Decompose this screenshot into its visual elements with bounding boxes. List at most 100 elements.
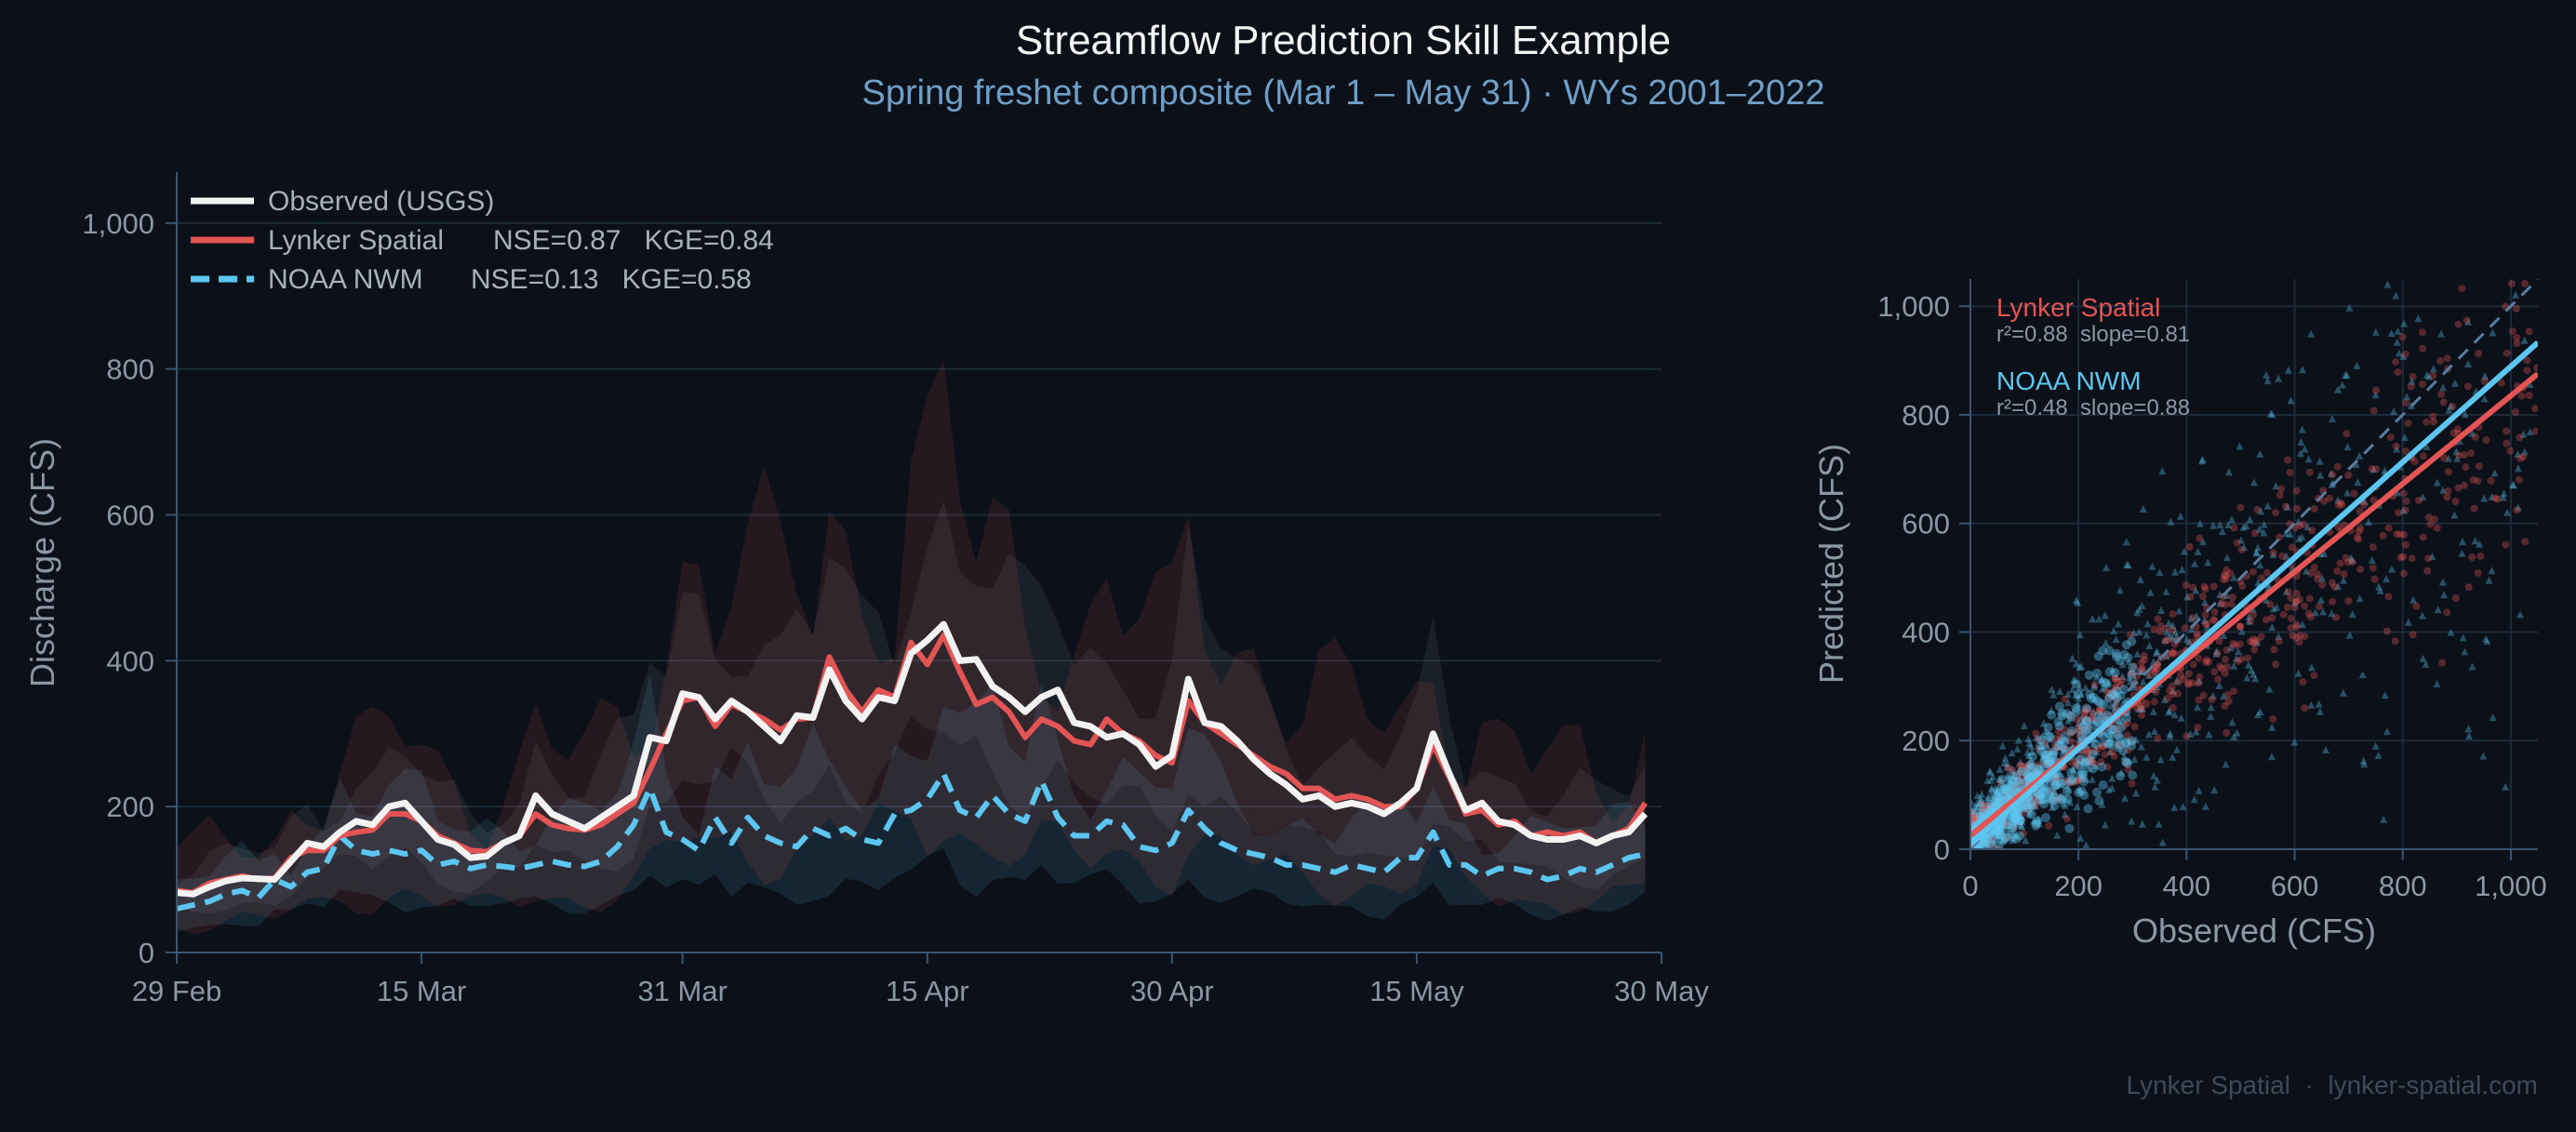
lynker-scatter-point	[2449, 429, 2458, 437]
nwm-scatter-point	[2287, 396, 2295, 405]
nwm-scatter-point	[2273, 603, 2281, 611]
nwm-scatter-point	[2455, 437, 2463, 446]
lynker-scatter-point	[2060, 744, 2068, 752]
nwm-scatter-point	[2479, 209, 2487, 217]
nwm-scatter-point	[2099, 699, 2109, 710]
lynker-scatter-point	[2177, 671, 2185, 679]
lynker-scatter-point	[2276, 491, 2284, 499]
nwm-scatter-point	[2049, 801, 2060, 811]
nwm-scatter-point	[2064, 716, 2072, 725]
nwm-scatter-point	[2488, 566, 2496, 575]
lynker-scatter-point	[2399, 531, 2408, 539]
nwm-scatter-point	[2026, 801, 2036, 811]
nwm-scatter-point	[2043, 750, 2053, 760]
nwm-scatter-point	[2027, 755, 2035, 764]
nwm-scatter-point	[2355, 269, 2362, 276]
nwm-scatter-point	[2328, 469, 2335, 477]
nwm-scatter-point	[2005, 789, 2015, 798]
nwm-scatter-point	[2023, 804, 2034, 814]
nwm-scatter-point	[2222, 760, 2230, 768]
nwm-scatter-point	[2228, 515, 2236, 524]
lynker-scatter-point	[2031, 767, 2039, 776]
nwm-scatter-point	[2383, 280, 2392, 288]
nwm-scatter-point	[2013, 819, 2023, 829]
nwm-scatter-point	[2421, 178, 2428, 185]
lynker-scatter-point	[2310, 505, 2318, 513]
nwm-scatter-point	[2371, 122, 2379, 129]
nwm-scatter-point	[2012, 779, 2021, 787]
nwm-scatter-point	[2128, 817, 2136, 825]
nwm-scatter-point	[1994, 826, 2004, 836]
nwm-scatter-point	[2220, 632, 2228, 639]
nwm-scatter-point	[1989, 836, 1997, 845]
nwm-scatter-point	[2490, 469, 2499, 477]
lynker-scatter-point	[2329, 597, 2337, 606]
nwm-scatter-point	[2077, 662, 2086, 671]
nwm-scatter-point	[1977, 798, 1985, 806]
lynker-scatter-point	[2343, 558, 2352, 566]
lynker-scatter-point	[1990, 803, 1998, 811]
nwm-scatter-point	[2005, 780, 2015, 791]
nwm-scatter-point	[2049, 750, 2059, 760]
nwm-scatter-point	[2022, 836, 2030, 845]
nwm-scatter-point	[2106, 735, 2115, 743]
nwm-scatter-point	[1977, 797, 1985, 806]
nwm-scatter-point	[2329, 415, 2336, 423]
lynker-scatter-point	[2236, 640, 2244, 648]
nwm-scatter-point	[2077, 690, 2086, 699]
lynker-scatter-point	[2229, 640, 2237, 647]
nwm-scatter-point	[2453, 454, 2462, 462]
nwm-scatter-point	[1978, 815, 1986, 823]
nwm-scatter-point	[2148, 562, 2156, 570]
lynker-scatter-point	[2200, 582, 2209, 591]
nwm-scatter-point	[2263, 377, 2272, 385]
lynker-scatter-point	[2020, 778, 2028, 786]
nwm-scatter-point	[2464, 725, 2473, 733]
nwm-scatter-point	[2088, 750, 2098, 759]
nwm-scatter-point	[1988, 784, 1996, 792]
nwm-scatter-point	[2098, 685, 2106, 693]
lynker-scatter-point	[2164, 695, 2171, 702]
lynker-scatter-point	[2392, 358, 2400, 366]
nwm-scatter-point	[2072, 679, 2081, 689]
nwm-scatter-point	[2359, 756, 2368, 765]
lynker-scatter-point	[2065, 779, 2074, 788]
nwm-scatter-point	[1991, 801, 2001, 811]
lynker-scatter-point	[2188, 614, 2196, 622]
nwm-scatter-point	[2027, 742, 2035, 750]
lynker-scatter-point	[2196, 673, 2204, 681]
lynker-scatter-point	[2189, 660, 2197, 669]
nwm-scatter-point	[2067, 776, 2077, 786]
lynker-scatter-point	[2502, 540, 2510, 549]
nwm-scatter-point	[2049, 747, 2059, 757]
nwm-scatter-point	[2050, 780, 2061, 791]
nwm-scatter-point	[2061, 736, 2069, 743]
nwm-scatter-point	[2354, 478, 2362, 486]
lynker-scatter-point	[2497, 379, 2505, 387]
nwm-scatter-point	[2048, 803, 2056, 811]
lynker-scatter-point	[2004, 832, 2011, 841]
nwm-scatter-point	[2005, 820, 2013, 829]
nwm-scatter-point	[2503, 508, 2512, 516]
lynker-scatter-point	[1993, 795, 2001, 804]
nwm-scatter-point	[2008, 812, 2017, 822]
lynker-scatter-point	[2077, 775, 2086, 783]
hydrograph-x-tick-label: 29 Feb	[132, 975, 222, 1007]
lynker-scatter-point	[2308, 526, 2316, 535]
nwm-scatter-point	[2090, 696, 2099, 704]
lynker-scatter-point	[2419, 380, 2426, 389]
nwm-scatter-point	[1979, 837, 1989, 847]
lynker-scatter-point	[2342, 553, 2350, 562]
nwm-scatter-point	[2138, 601, 2146, 609]
nwm-scatter-point	[2333, 496, 2342, 504]
nwm-scatter-point	[1976, 799, 1983, 807]
nwm-scatter-point	[1993, 798, 2002, 808]
footer-credit: Lynker Spatial · lynker-spatial.com	[2127, 1071, 2538, 1099]
nwm-scatter-point	[2038, 790, 2046, 798]
nwm-scatter-point	[2112, 673, 2120, 681]
lynker-scatter-point	[2123, 731, 2131, 739]
lynker-scatter-point	[2461, 451, 2469, 459]
lynker-scatter-point	[2022, 763, 2029, 770]
lynker-scatter-point	[2201, 585, 2209, 593]
nwm-scatter-point	[1986, 829, 1995, 837]
